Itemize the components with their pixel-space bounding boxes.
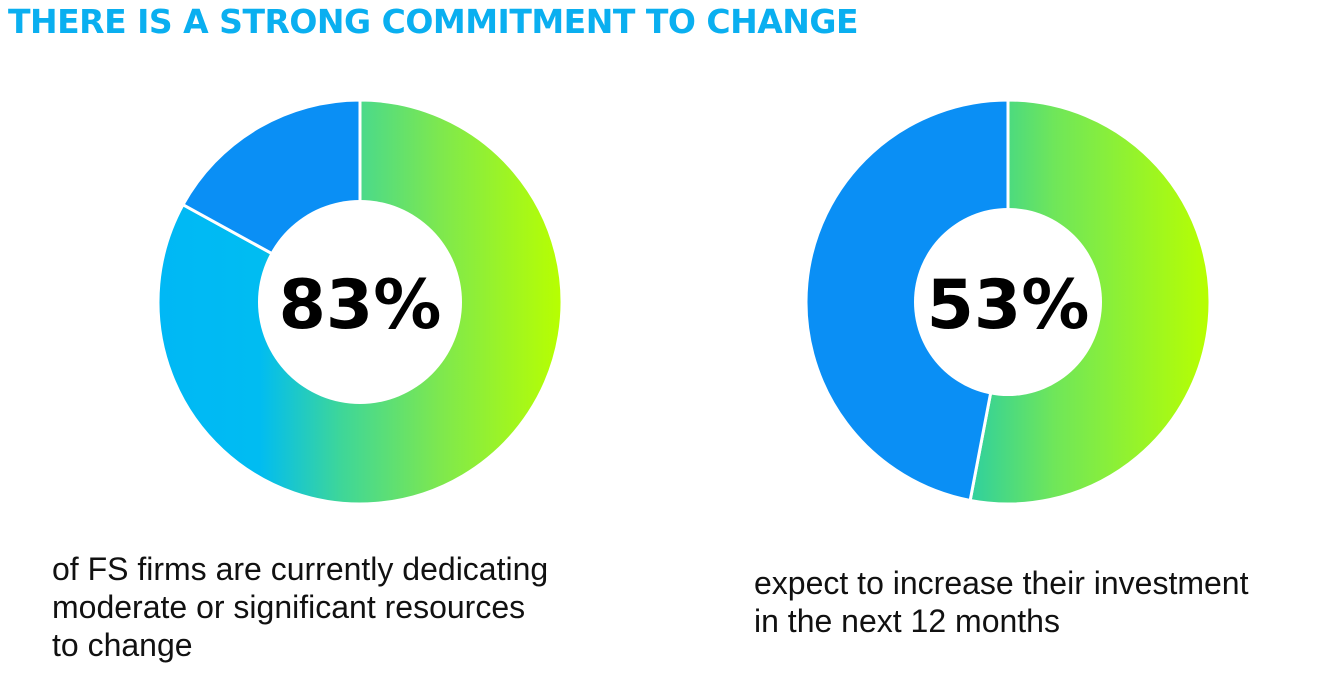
donut-chart-investment: 53% <box>804 98 1212 506</box>
caption-line: moderate or significant resources <box>52 589 526 625</box>
caption-line: to change <box>52 627 193 663</box>
caption-line: of FS firms are currently dedicating <box>52 551 549 587</box>
donut-center-value: 83% <box>279 266 442 345</box>
caption-resources: of FS firms are currently dedicating mod… <box>52 550 652 664</box>
donut-center-value: 53% <box>927 266 1090 345</box>
donut-slice-2 <box>804 98 1010 503</box>
donut-hole <box>914 208 1102 396</box>
caption-line: in the next 12 months <box>754 603 1060 639</box>
caption-line: expect to increase their investment <box>754 565 1249 601</box>
page-headline: THERE IS A STRONG COMMITMENT TO CHANGE <box>8 2 859 41</box>
caption-investment: expect to increase their investment in t… <box>754 564 1314 640</box>
donut-hole <box>258 200 462 404</box>
donut-chart-resources: 83% <box>156 98 564 506</box>
